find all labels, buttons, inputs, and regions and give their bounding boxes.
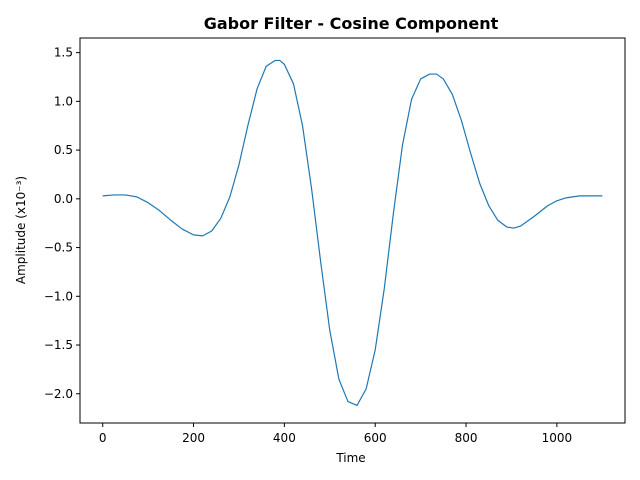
plot-frame (79, 37, 626, 424)
y-tick-label: 0.0 (54, 192, 73, 206)
x-axis: 0 200 400 600 800 1000 (99, 423, 572, 445)
y-tick-label: −1.0 (44, 289, 73, 303)
x-axis-label: Time (335, 451, 365, 465)
x-tick-label: 600 (364, 431, 387, 445)
plot-area (102, 59, 603, 407)
y-tick-label: −0.5 (44, 241, 73, 255)
x-tick-label: 1000 (542, 431, 573, 445)
y-tick-label: −1.5 (44, 338, 73, 352)
chart-title: Gabor Filter - Cosine Component (204, 14, 499, 33)
series-line-0 (102, 59, 603, 407)
y-axis: −2.0 −1.5 −1.0 −0.5 0.0 0.5 1.0 1.5 (44, 46, 80, 401)
x-tick-label: 0 (99, 431, 107, 445)
x-tick-label: 400 (273, 431, 296, 445)
y-tick-label: 0.5 (54, 143, 73, 157)
x-tick-label: 200 (182, 431, 205, 445)
y-tick-label: 1.0 (54, 94, 73, 108)
y-tick-label: −2.0 (44, 387, 73, 401)
x-tick-label: 800 (455, 431, 478, 445)
y-axis-label: Amplitude (x10⁻³) (14, 176, 28, 284)
y-tick-label: 1.5 (54, 46, 73, 60)
